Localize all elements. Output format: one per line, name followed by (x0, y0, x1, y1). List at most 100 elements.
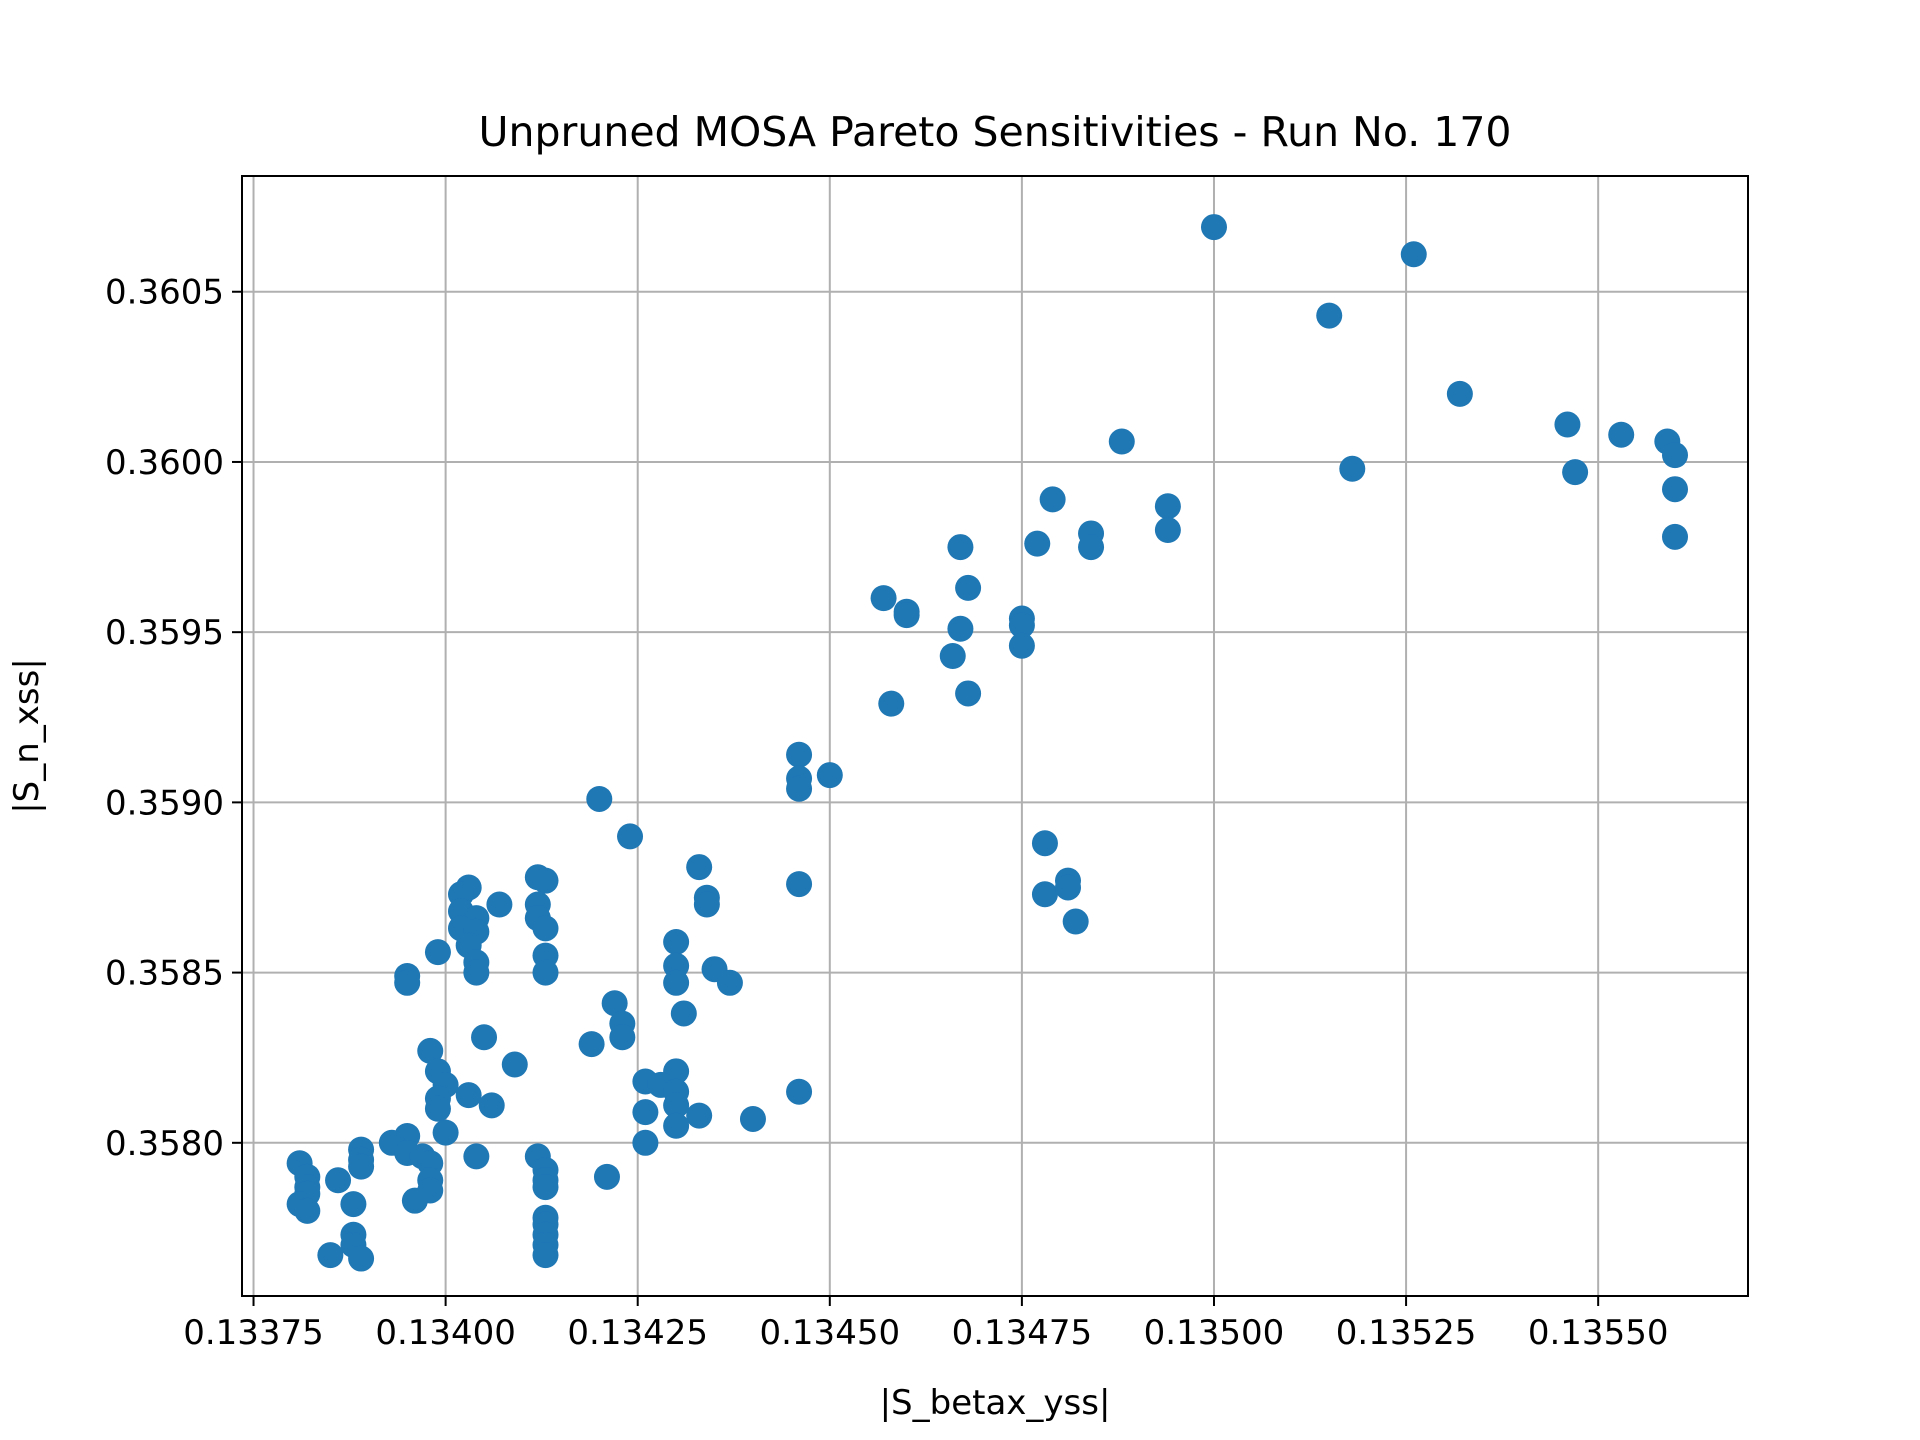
data-point (1031, 881, 1058, 908)
data-point (1008, 632, 1035, 659)
data-point (786, 1078, 813, 1105)
chart-title: Unpruned MOSA Pareto Sensitivities - Run… (478, 108, 1511, 156)
data-point (1339, 455, 1366, 482)
data-point (1039, 486, 1066, 513)
y-tick-label: 0.3595 (105, 613, 224, 653)
data-point (947, 615, 974, 642)
data-point (955, 574, 982, 601)
x-tick-label: 0.13525 (1336, 1313, 1477, 1353)
data-point (1154, 517, 1181, 544)
data-point (739, 1105, 766, 1132)
data-point (939, 643, 966, 669)
data-point (955, 680, 982, 707)
data-point (471, 1024, 498, 1051)
data-point (816, 762, 843, 789)
data-point (593, 1163, 620, 1190)
data-point (893, 602, 920, 629)
data-point (455, 1082, 482, 1109)
data-point (670, 1000, 697, 1027)
data-point (1400, 241, 1427, 268)
data-point (663, 928, 690, 955)
data-point (601, 990, 628, 1017)
data-point (348, 1245, 375, 1272)
data-point (878, 690, 905, 717)
data-point (532, 1174, 559, 1201)
data-point (532, 1242, 559, 1269)
data-point (1662, 476, 1689, 503)
x-tick-label: 0.13550 (1528, 1313, 1669, 1353)
data-point (424, 1095, 451, 1122)
data-point (348, 1153, 375, 1180)
data-point (432, 1119, 459, 1146)
data-point (663, 1092, 690, 1119)
x-tick-label: 0.13375 (183, 1313, 324, 1353)
data-point (1662, 523, 1689, 550)
data-point (424, 939, 451, 966)
data-point (1062, 908, 1089, 935)
y-tick-label: 0.3580 (105, 1124, 224, 1164)
data-point (716, 969, 743, 996)
data-point (294, 1197, 321, 1224)
data-point (417, 1037, 444, 1064)
x-tick-label: 0.13500 (1144, 1313, 1285, 1353)
data-point (786, 741, 813, 768)
data-point (401, 1187, 428, 1214)
data-point (578, 1031, 605, 1058)
x-tick-label: 0.13450 (759, 1313, 900, 1353)
data-point (532, 867, 559, 894)
data-point (1316, 302, 1343, 329)
x-tick-label: 0.13425 (567, 1313, 708, 1353)
data-points (286, 214, 1689, 1272)
data-point (1446, 380, 1473, 407)
grid-lines (242, 176, 1748, 1296)
data-point (532, 915, 559, 942)
data-point (1554, 411, 1581, 438)
data-point (463, 959, 490, 986)
data-point (1200, 214, 1227, 241)
data-point (394, 969, 421, 996)
data-point (501, 1051, 528, 1078)
plot-frame (241, 175, 1749, 1297)
data-point (325, 1167, 352, 1194)
y-tick-label: 0.3605 (105, 273, 224, 313)
data-point (693, 891, 720, 918)
data-point (1078, 534, 1105, 561)
axis-ticks: 0.13375 0.13400 0.13425 0.13450 0.13475 0.135… (105, 273, 1668, 1353)
data-point (532, 959, 559, 986)
data-point (486, 891, 513, 918)
data-point (478, 1092, 505, 1119)
data-point (609, 1024, 636, 1051)
data-point (663, 969, 690, 996)
x-tick-label: 0.13400 (375, 1313, 516, 1353)
data-point (1024, 530, 1051, 557)
data-point (317, 1242, 344, 1269)
y-axis-label: |S_n_xss| (7, 658, 47, 814)
data-point (786, 775, 813, 802)
data-point (1054, 874, 1081, 901)
data-point (1108, 428, 1135, 455)
data-point (1562, 459, 1589, 486)
data-point (586, 785, 613, 812)
data-point (686, 1102, 713, 1129)
data-point (686, 854, 713, 881)
data-point (1154, 493, 1181, 520)
data-point (632, 1099, 659, 1126)
data-point (1608, 421, 1635, 448)
y-tick-label: 0.3590 (105, 783, 224, 823)
data-point (1008, 612, 1035, 639)
y-tick-label: 0.3585 (105, 954, 224, 994)
data-point (463, 1143, 490, 1170)
data-point (617, 823, 644, 850)
data-point (947, 534, 974, 561)
data-point (1031, 830, 1058, 857)
data-point (632, 1129, 659, 1156)
x-tick-label: 0.13475 (952, 1313, 1093, 1353)
data-point (870, 585, 897, 612)
data-point (786, 871, 813, 898)
data-point (340, 1191, 367, 1218)
y-tick-label: 0.3600 (105, 443, 224, 483)
x-axis-label: |S_betax_yss| (880, 1383, 1111, 1423)
data-point (1662, 442, 1689, 469)
